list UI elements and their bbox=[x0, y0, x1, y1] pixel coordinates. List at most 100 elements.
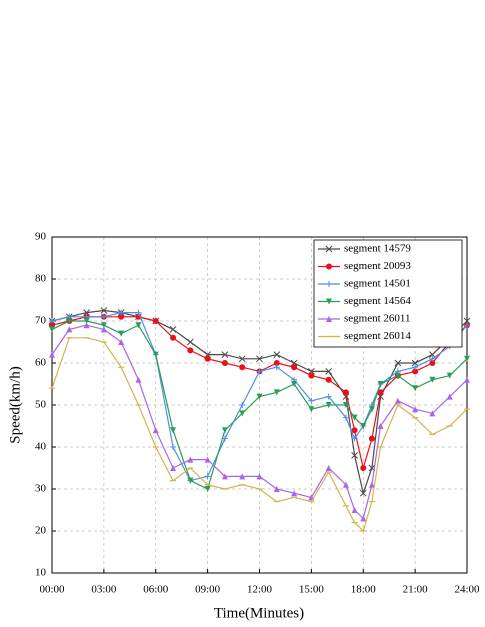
marker bbox=[291, 364, 298, 371]
x-tick-label: 00:00 bbox=[39, 584, 65, 596]
y-tick-label: 10 bbox=[35, 567, 47, 579]
marker bbox=[187, 456, 194, 463]
marker bbox=[342, 414, 349, 421]
marker bbox=[342, 389, 349, 396]
marker bbox=[118, 309, 125, 316]
marker bbox=[273, 360, 280, 366]
marker bbox=[429, 360, 436, 366]
marker bbox=[446, 393, 453, 400]
marker bbox=[394, 359, 402, 367]
marker bbox=[326, 281, 332, 287]
y-tick-label: 80 bbox=[35, 273, 47, 285]
marker bbox=[135, 309, 142, 316]
marker bbox=[351, 435, 358, 442]
marker bbox=[464, 355, 470, 362]
marker bbox=[377, 389, 384, 396]
marker bbox=[368, 481, 375, 488]
marker bbox=[170, 444, 177, 450]
x-tick-label: 24:00 bbox=[454, 584, 480, 596]
marker bbox=[377, 423, 384, 429]
marker bbox=[412, 385, 419, 392]
marker bbox=[326, 316, 332, 322]
marker bbox=[100, 322, 107, 329]
legend-label: segment 14579 bbox=[344, 243, 411, 255]
marker bbox=[429, 376, 436, 383]
marker bbox=[100, 326, 107, 333]
marker bbox=[256, 473, 263, 480]
marker bbox=[273, 389, 280, 396]
marker bbox=[83, 322, 90, 329]
marker bbox=[118, 339, 125, 345]
marker bbox=[239, 410, 246, 417]
marker bbox=[325, 245, 333, 253]
marker bbox=[204, 456, 211, 463]
marker bbox=[368, 435, 375, 442]
marker bbox=[325, 402, 332, 408]
x-tick-label: 06:00 bbox=[143, 584, 169, 596]
marker bbox=[291, 381, 298, 387]
marker bbox=[351, 507, 358, 513]
y-tick-label: 90 bbox=[35, 231, 47, 243]
x-tick-label: 21:00 bbox=[403, 584, 429, 596]
marker bbox=[360, 423, 367, 429]
marker bbox=[351, 452, 358, 459]
marker bbox=[256, 393, 263, 400]
marker bbox=[377, 381, 384, 387]
marker bbox=[187, 477, 194, 484]
marker bbox=[464, 376, 470, 383]
marker bbox=[66, 326, 73, 333]
marker bbox=[135, 322, 142, 329]
marker bbox=[351, 427, 358, 434]
marker bbox=[411, 359, 419, 367]
y-tick-label: 30 bbox=[35, 483, 47, 495]
marker bbox=[170, 465, 177, 471]
marker bbox=[359, 489, 367, 497]
marker bbox=[135, 376, 142, 383]
legend-box bbox=[313, 239, 463, 348]
marker bbox=[325, 368, 333, 375]
marker bbox=[100, 307, 108, 314]
marker bbox=[429, 355, 436, 362]
legend-label: segment 26011 bbox=[344, 313, 411, 325]
x-tick-label: 15:00 bbox=[299, 584, 325, 596]
marker bbox=[291, 490, 298, 497]
marker bbox=[187, 347, 194, 354]
legend-label: segment 20093 bbox=[344, 260, 411, 272]
marker bbox=[49, 326, 55, 333]
x-tick-label: 03:00 bbox=[91, 584, 117, 596]
x-axis-title: Time(Minutes) bbox=[214, 605, 304, 621]
marker bbox=[204, 355, 211, 362]
marker bbox=[204, 486, 211, 492]
marker bbox=[49, 318, 55, 324]
marker bbox=[325, 376, 332, 383]
marker bbox=[273, 351, 281, 358]
marker bbox=[368, 406, 375, 413]
marker bbox=[239, 402, 246, 408]
marker bbox=[351, 414, 358, 421]
marker bbox=[308, 406, 315, 413]
marker bbox=[308, 372, 315, 379]
y-tick-label: 60 bbox=[35, 357, 47, 369]
legend-label: segment 14564 bbox=[344, 295, 411, 307]
marker bbox=[360, 465, 367, 471]
marker bbox=[308, 397, 315, 404]
marker bbox=[325, 393, 332, 400]
marker bbox=[152, 427, 159, 434]
y-axis-title: Speed(km/h) bbox=[7, 366, 23, 443]
marker bbox=[446, 372, 453, 379]
marker bbox=[394, 397, 401, 404]
plot-frame bbox=[51, 236, 468, 574]
marker bbox=[100, 313, 107, 320]
marker bbox=[342, 481, 349, 488]
marker bbox=[238, 355, 246, 363]
marker bbox=[412, 368, 419, 375]
marker bbox=[221, 360, 228, 366]
legend-label: segment 26014 bbox=[344, 330, 411, 342]
marker bbox=[170, 427, 177, 434]
marker bbox=[429, 410, 436, 417]
y-tick-label: 50 bbox=[35, 399, 47, 411]
marker bbox=[221, 427, 228, 434]
marker bbox=[342, 402, 349, 408]
y-tick-label: 20 bbox=[35, 525, 47, 537]
